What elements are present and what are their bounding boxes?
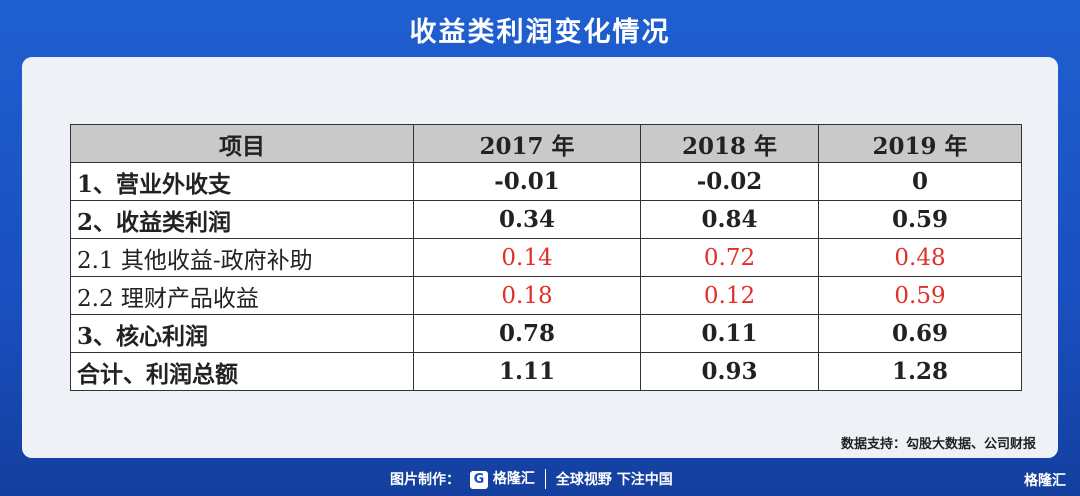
value-cell: 0.78	[413, 314, 641, 353]
header-cell: 2019 年	[818, 124, 1022, 163]
source-note: 数据支持：勾股大数据、公司财报	[840, 437, 1036, 452]
value-cell: -0.02	[640, 162, 819, 201]
value-cell: 0.11	[640, 314, 819, 353]
value-cell: 1.11	[413, 352, 641, 391]
row-label: 2.2 理财产品收益	[70, 276, 414, 315]
table-row: 2、收益类利润 0.34 0.84 0.59	[70, 200, 1022, 239]
value-cell: 0.69	[818, 314, 1022, 353]
footer: 图片制作： G 格隆汇 全球视野 下注中国	[390, 468, 673, 489]
made-by: 图片制作：	[390, 471, 460, 488]
brand-name: 格隆汇	[492, 471, 535, 487]
header-cell: 2018 年	[640, 124, 819, 163]
value-cell: 0.72	[640, 238, 819, 277]
header-cell: 项目	[70, 124, 414, 163]
value-cell: 0.12	[640, 276, 819, 315]
row-label: 3、核心利润	[70, 314, 414, 353]
value-cell: 1.28	[818, 352, 1022, 391]
value-cell: 0.93	[640, 352, 819, 391]
title: 收益类利润变化情况	[409, 17, 671, 48]
table-row: 1、营业外收支 -0.01 -0.02 0	[70, 162, 1022, 201]
table-row: 2.1 其他收益-政府补助 0.14 0.72 0.48	[70, 238, 1022, 277]
panel: 项目 2017 年 2018 年 2019 年 1、营业外收支 -0.01 -0.0…	[22, 57, 1058, 458]
value-cell: 0	[818, 162, 1022, 201]
header-row: 项目 2017 年 2018 年 2019 年	[70, 124, 1022, 163]
slogan: 全球视野 下注中国	[544, 468, 673, 489]
row-label: 1、营业外收支	[70, 162, 414, 201]
value-cell: 0.18	[413, 276, 641, 315]
logo-icon: G	[470, 471, 488, 489]
value-cell: 0.84	[640, 200, 819, 239]
data-table: 项目 2017 年 2018 年 2019 年 1、营业外收支 -0.01 -0.0…	[70, 124, 1022, 391]
brand: G 格隆汇	[470, 468, 535, 489]
table-row: 2.2 理财产品收益 0.18 0.12 0.59	[70, 276, 1022, 315]
value-cell: 0.48	[818, 238, 1022, 277]
header-cell: 2017 年	[413, 124, 641, 163]
row-label: 合计、利润总额	[70, 352, 414, 391]
value-cell: 0.14	[413, 238, 641, 277]
value-cell: 0.34	[413, 200, 641, 239]
row-label: 2.1 其他收益-政府补助	[70, 238, 414, 277]
value-cell: 0.59	[818, 276, 1022, 315]
table-row: 3、核心利润 0.78 0.11 0.69	[70, 314, 1022, 353]
value-cell: 0.59	[818, 200, 1022, 239]
corner-brand: 格隆汇	[1024, 473, 1066, 489]
table-row: 合计、利润总额 1.11 0.93 1.28	[70, 352, 1022, 391]
row-label: 2、收益类利润	[70, 200, 414, 239]
value-cell: -0.01	[413, 162, 641, 201]
